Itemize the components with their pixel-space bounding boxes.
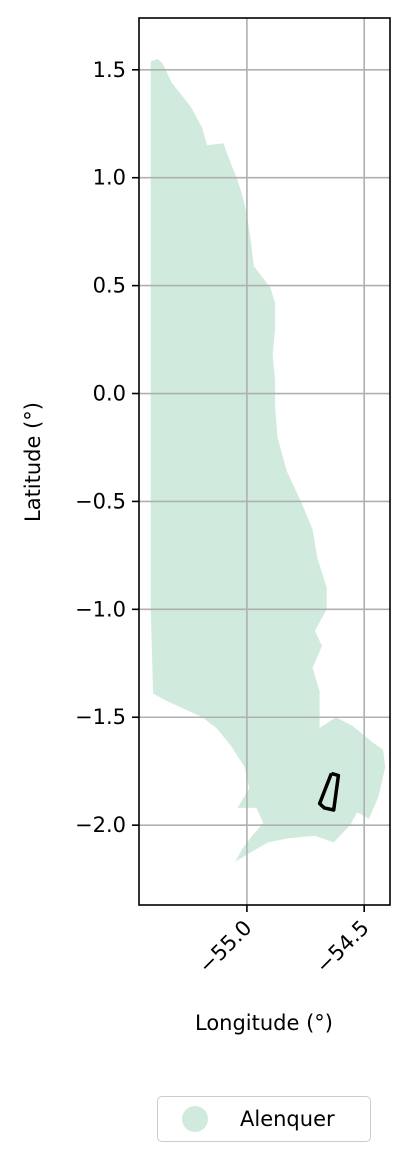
x-axis-label: Longitude (°) [195, 1011, 333, 1035]
y-tick-label: 0.0 [93, 382, 126, 406]
y-axis-ticks: 1.5 1.0 0.5 0.0 −0.5 −1.0 −1.5 −2.0 [75, 58, 139, 837]
y-tick-label: 1.0 [93, 166, 126, 190]
legend-marker-icon [182, 1106, 208, 1132]
map-area [150, 59, 386, 862]
y-tick-label: 1.5 [93, 58, 126, 82]
y-tick-label: −0.5 [75, 489, 126, 513]
x-tick-label: −54.5 [311, 916, 373, 978]
plot-border [138, 17, 391, 906]
feature-layer [317, 771, 341, 812]
x-axis-ticks: −55.0 −54.5 [194, 905, 374, 978]
y-tick-label: 0.5 [93, 274, 126, 298]
y-tick-label: −2.0 [75, 813, 126, 837]
y-tick-label: −1.5 [75, 705, 126, 729]
axes-frame [138, 17, 391, 906]
x-tick-label: −55.0 [194, 916, 256, 978]
y-tick-label: −1.0 [75, 597, 126, 621]
legend: Alenquer [157, 1096, 371, 1142]
region-alenquer [150, 59, 386, 862]
legend-label: Alenquer [240, 1107, 335, 1131]
grid-lines [139, 18, 390, 905]
map-figure: −55.0 −54.5 1.51.00.50.0−0.5−1.0−1.5−2.0 … [21, 17, 391, 1035]
y-axis-label: Latitude (°) [21, 402, 45, 522]
feature-outline [317, 771, 341, 812]
